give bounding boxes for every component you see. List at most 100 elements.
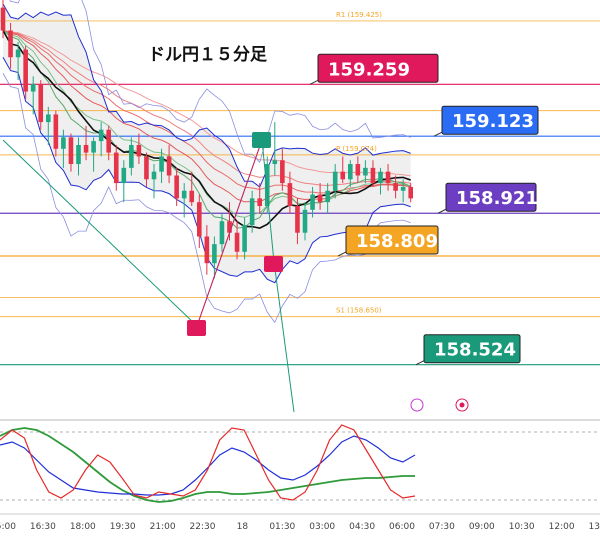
candle-body-8 [61, 137, 66, 149]
candle-body-14 [106, 129, 111, 153]
marker-mid [264, 256, 283, 272]
candle-body-46 [348, 164, 353, 180]
candle-body-11 [83, 144, 89, 153]
x-tick-8: 03:00 [309, 522, 335, 532]
candle-body-20 [151, 171, 157, 180]
candle-body-30 [227, 221, 232, 233]
candle-body-4 [30, 83, 36, 92]
candle-body-52 [393, 183, 398, 191]
candle-body-9 [68, 137, 74, 165]
moving-average-line [2, 30, 411, 229]
candle-body-47 [355, 164, 361, 176]
candle-body-32 [242, 225, 247, 252]
candle-body-19 [144, 156, 149, 180]
candle-body-41 [310, 194, 315, 210]
callout-text-6: 158.809 [356, 231, 438, 252]
x-tick-0: 15:00 [0, 522, 16, 532]
candle-body-39 [295, 206, 300, 233]
candle-body-37 [280, 160, 285, 184]
candle-body-29 [219, 221, 225, 245]
candle-body-5 [38, 83, 44, 123]
zigzag-pink-line [196, 139, 263, 327]
x-tick-14: 12:00 [549, 522, 575, 532]
candle-body-33 [249, 198, 255, 226]
oscillator-green-line [0, 427, 415, 503]
candle-body-28 [212, 244, 217, 264]
callout-box-3 [441, 105, 539, 135]
candle-body-17 [129, 144, 134, 168]
callout-box-9 [423, 334, 521, 364]
x-tick-5: 22:30 [190, 522, 216, 532]
candle-body-24 [181, 190, 187, 199]
candle-body-13 [98, 129, 104, 142]
oscillator-blue-line [0, 435, 416, 496]
candle-body-0 [0, 7, 6, 31]
marker-high [252, 132, 271, 148]
candle-body-48 [363, 167, 368, 176]
pivot-label-0: R1 (159.425) [336, 11, 382, 19]
x-tick-13: 10:30 [509, 522, 535, 532]
candle-body-27 [204, 236, 210, 264]
pivot-label-4: P (159.074) [336, 145, 377, 153]
candle-body-10 [76, 144, 81, 165]
candle-body-34 [257, 198, 262, 206]
x-tick-12: 09:00 [469, 522, 495, 532]
candle-body-44 [332, 171, 338, 191]
record-icon-dot [459, 402, 465, 408]
candle-body-26 [197, 202, 202, 237]
callout-text-5: 158.921 [456, 188, 538, 209]
marker-low [187, 320, 206, 336]
candle-body-43 [325, 190, 330, 203]
x-tick-9: 04:30 [349, 522, 375, 532]
x-tick-11: 07:30 [429, 522, 455, 532]
candle-body-36 [272, 160, 278, 165]
callout-text-9: 158.524 [434, 340, 516, 361]
candle-body-21 [159, 156, 164, 172]
candle-body-49 [370, 167, 376, 184]
ema-line-5 [2, 30, 411, 229]
candle-body-35 [264, 164, 270, 206]
lightning-icon [410, 398, 424, 412]
oscillator-red-line [0, 424, 416, 501]
callout-text-1: 159.259 [328, 59, 410, 80]
x-tick-7: 01:30 [269, 522, 295, 532]
candle-body-22 [166, 156, 172, 176]
callout-text-3: 159.123 [452, 111, 534, 132]
candle-body-42 [317, 194, 323, 203]
x-tick-10: 06:00 [389, 522, 415, 532]
x-tick-4: 21:00 [150, 522, 176, 532]
candle-body-45 [340, 171, 346, 180]
x-tick-6: 18 [237, 522, 249, 532]
candle-body-54 [408, 186, 413, 199]
candle-body-1 [8, 30, 13, 58]
candle-body-40 [302, 209, 308, 233]
candle-body-38 [287, 183, 293, 206]
candle-body-16 [121, 167, 127, 184]
chart-title: ドル円１５分足 [148, 45, 267, 65]
candle-body-53 [400, 186, 406, 191]
callout-box-1 [317, 53, 439, 83]
candle-body-12 [91, 141, 96, 153]
candle-body-6 [46, 114, 51, 123]
pivot-label-8: S1 (158.650) [336, 307, 382, 315]
x-tick-15: 13:30 [589, 522, 600, 532]
ema-line-1 [2, 30, 411, 187]
x-tick-3: 19:30 [110, 522, 136, 532]
candle-body-23 [174, 175, 179, 199]
candle-body-3 [23, 49, 28, 92]
candle-body-25 [189, 190, 195, 203]
candle-body-31 [234, 232, 240, 252]
candle-body-2 [15, 49, 21, 58]
x-tick-2: 18:00 [70, 522, 96, 532]
candle-body-18 [136, 144, 142, 157]
band-upper-line [2, 3, 411, 188]
callout-box-5 [445, 182, 537, 212]
candle-body-7 [53, 114, 59, 149]
x-tick-1: 16:30 [30, 522, 56, 532]
callout-box-6 [345, 225, 439, 255]
candle-body-15 [113, 152, 119, 184]
band-outer-upper-line [9, 0, 411, 163]
candle-body-50 [378, 171, 383, 184]
